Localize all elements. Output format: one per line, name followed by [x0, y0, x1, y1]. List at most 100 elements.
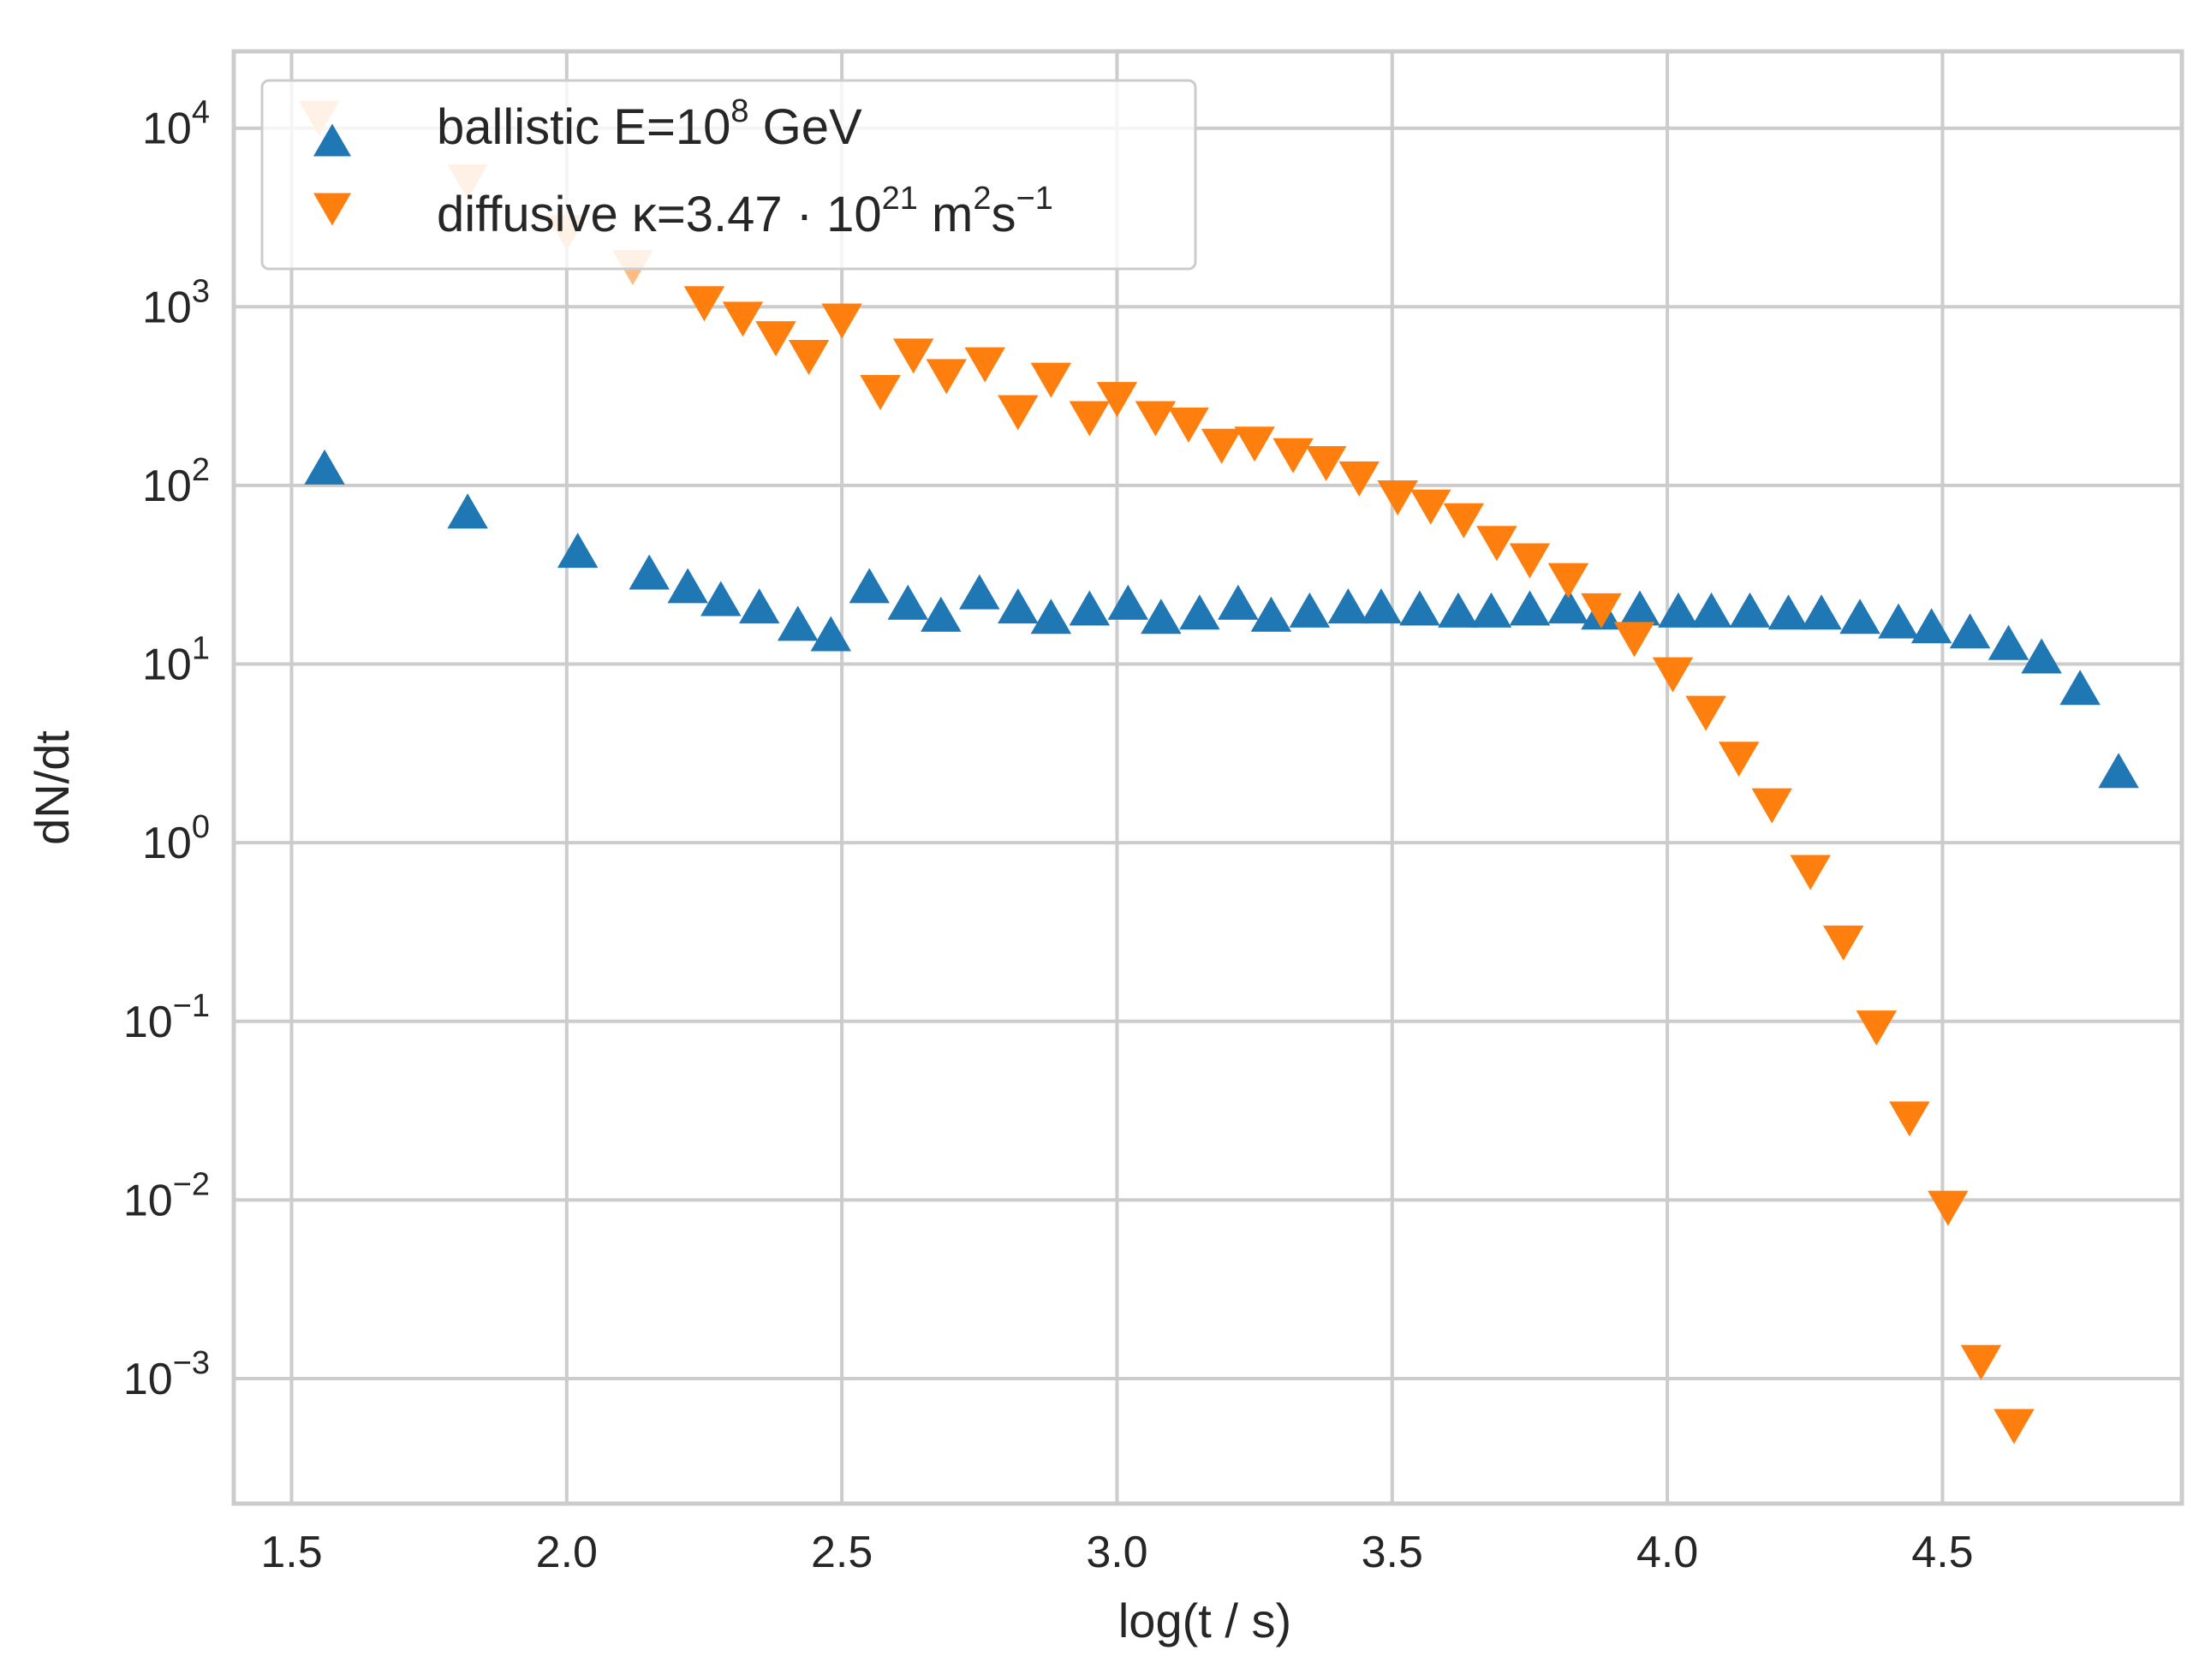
data-point-diffusive	[1476, 526, 1517, 562]
data-point-ballistic	[1361, 588, 1402, 624]
data-point-diffusive	[821, 303, 862, 339]
data-point-ballistic	[667, 568, 708, 604]
y-tick-label: 100	[142, 809, 210, 868]
data-point-diffusive	[1993, 1409, 2035, 1445]
data-point-ballistic	[1509, 590, 1551, 626]
data-point-ballistic	[1878, 603, 1919, 639]
data-point-ballistic	[304, 449, 345, 485]
data-point-diffusive	[1960, 1344, 2002, 1380]
data-point-ballistic	[921, 596, 962, 632]
data-point-ballistic	[1107, 584, 1149, 620]
data-point-diffusive	[755, 321, 796, 357]
data-point-ballistic	[959, 574, 1000, 610]
legend-marker-ballistic	[313, 123, 351, 157]
x-tick-label: 1.5	[260, 1528, 322, 1577]
data-point-diffusive	[1443, 503, 1485, 539]
y-tick-label: 102	[142, 452, 210, 511]
data-point-ballistic	[1729, 592, 1771, 628]
data-point-diffusive	[722, 301, 764, 337]
legend-box	[260, 79, 1197, 271]
data-point-diffusive	[1751, 788, 1792, 824]
data-point-diffusive	[1234, 426, 1275, 462]
data-point-diffusive	[1410, 489, 1451, 525]
data-point-diffusive	[1856, 1010, 1898, 1046]
data-point-ballistic	[2021, 638, 2062, 674]
y-tick-label: 104	[142, 95, 210, 154]
data-point-diffusive	[1168, 408, 1209, 444]
legend-label-ballistic: ballistic E=108 GeV	[437, 93, 862, 155]
x-tick-label: 3.0	[1086, 1528, 1147, 1577]
data-point-diffusive	[1928, 1190, 1969, 1226]
data-point-ballistic	[447, 493, 488, 529]
data-point-ballistic	[629, 554, 670, 590]
data-point-diffusive	[1338, 461, 1380, 497]
y-tick-label: 103	[142, 273, 210, 332]
data-point-ballistic	[1470, 592, 1512, 628]
data-point-diffusive	[1718, 742, 1760, 777]
data-point-diffusive	[1613, 622, 1655, 658]
data-point-ballistic	[1030, 599, 1072, 634]
data-point-diffusive	[1272, 438, 1314, 474]
x-tick-label: 2.5	[811, 1528, 873, 1577]
data-point-ballistic	[557, 533, 599, 569]
y-axis-ticks: 104 103 102 101 100 10−1 10−2 10−3	[123, 95, 210, 1404]
data-point-diffusive	[1305, 445, 1347, 481]
data-point-ballistic	[1690, 592, 1732, 628]
plot-area	[231, 49, 2184, 1506]
data-point-diffusive	[1547, 563, 1589, 599]
data-point-ballistic	[1399, 590, 1440, 626]
data-point-ballistic	[777, 605, 819, 641]
data-point-diffusive	[1069, 401, 1111, 437]
data-point-ballistic	[849, 568, 891, 604]
data-point-diffusive	[1201, 428, 1243, 464]
plot-frame	[231, 49, 2184, 1506]
data-point-diffusive	[788, 340, 830, 376]
y-axis-label: dN/dt	[25, 730, 79, 845]
data-point-ballistic	[810, 616, 852, 652]
x-axis-label: log(t / s)	[1118, 1594, 1291, 1647]
data-point-ballistic	[1949, 613, 1991, 649]
data-point-ballistic	[2098, 753, 2139, 789]
x-tick-label: 3.5	[1362, 1528, 1423, 1577]
data-point-ballistic	[700, 581, 742, 617]
data-point-ballistic	[1839, 599, 1880, 634]
data-point-ballistic	[1250, 596, 1292, 632]
data-point-diffusive	[860, 374, 901, 410]
x-tick-label: 4.5	[1911, 1528, 1973, 1577]
y-tick-label: 10−1	[123, 988, 210, 1047]
data-point-diffusive	[1377, 480, 1418, 516]
data-point-diffusive	[1652, 657, 1694, 693]
x-tick-label: 2.0	[536, 1528, 598, 1577]
data-point-ballistic	[1327, 588, 1369, 624]
x-axis-ticks: 1.5 2.0 2.5 3.0 3.5 4.0 4.5	[260, 1528, 1973, 1577]
series-ballistic	[304, 449, 2139, 789]
data-point-diffusive	[1581, 593, 1622, 629]
data-point-diffusive	[926, 359, 967, 395]
data-point-ballistic	[1179, 594, 1220, 630]
data-point-diffusive	[1685, 695, 1726, 731]
plot-background	[234, 51, 2182, 1504]
data-point-diffusive	[1135, 401, 1177, 437]
data-point-ballistic	[1988, 624, 2029, 660]
data-point-diffusive	[1790, 855, 1831, 891]
legend: ballistic E=108 GeV diffusive κ=3.47 · 10…	[260, 79, 1197, 271]
data-point-ballistic	[1547, 588, 1589, 624]
data-point-ballistic	[887, 584, 928, 620]
data-point-diffusive	[1823, 925, 1864, 961]
data-point-diffusive	[1096, 382, 1138, 418]
data-point-diffusive	[1030, 362, 1072, 398]
data-point-diffusive	[998, 395, 1039, 431]
legend-label-diffusive: diffusive κ=3.47 · 1021 m2s−1	[437, 181, 1053, 242]
data-point-ballistic	[739, 588, 780, 624]
x-tick-label: 4.0	[1636, 1528, 1698, 1577]
y-tick-label: 10−3	[123, 1345, 210, 1404]
data-point-ballistic	[1289, 592, 1331, 628]
data-point-ballistic	[1069, 590, 1111, 626]
data-point-ballistic	[1438, 592, 1479, 628]
data-point-ballistic	[1218, 584, 1259, 620]
y-tick-label: 101	[142, 631, 210, 690]
data-point-diffusive	[1509, 543, 1551, 579]
data-point-diffusive	[964, 347, 1005, 383]
data-point-ballistic	[998, 588, 1039, 624]
